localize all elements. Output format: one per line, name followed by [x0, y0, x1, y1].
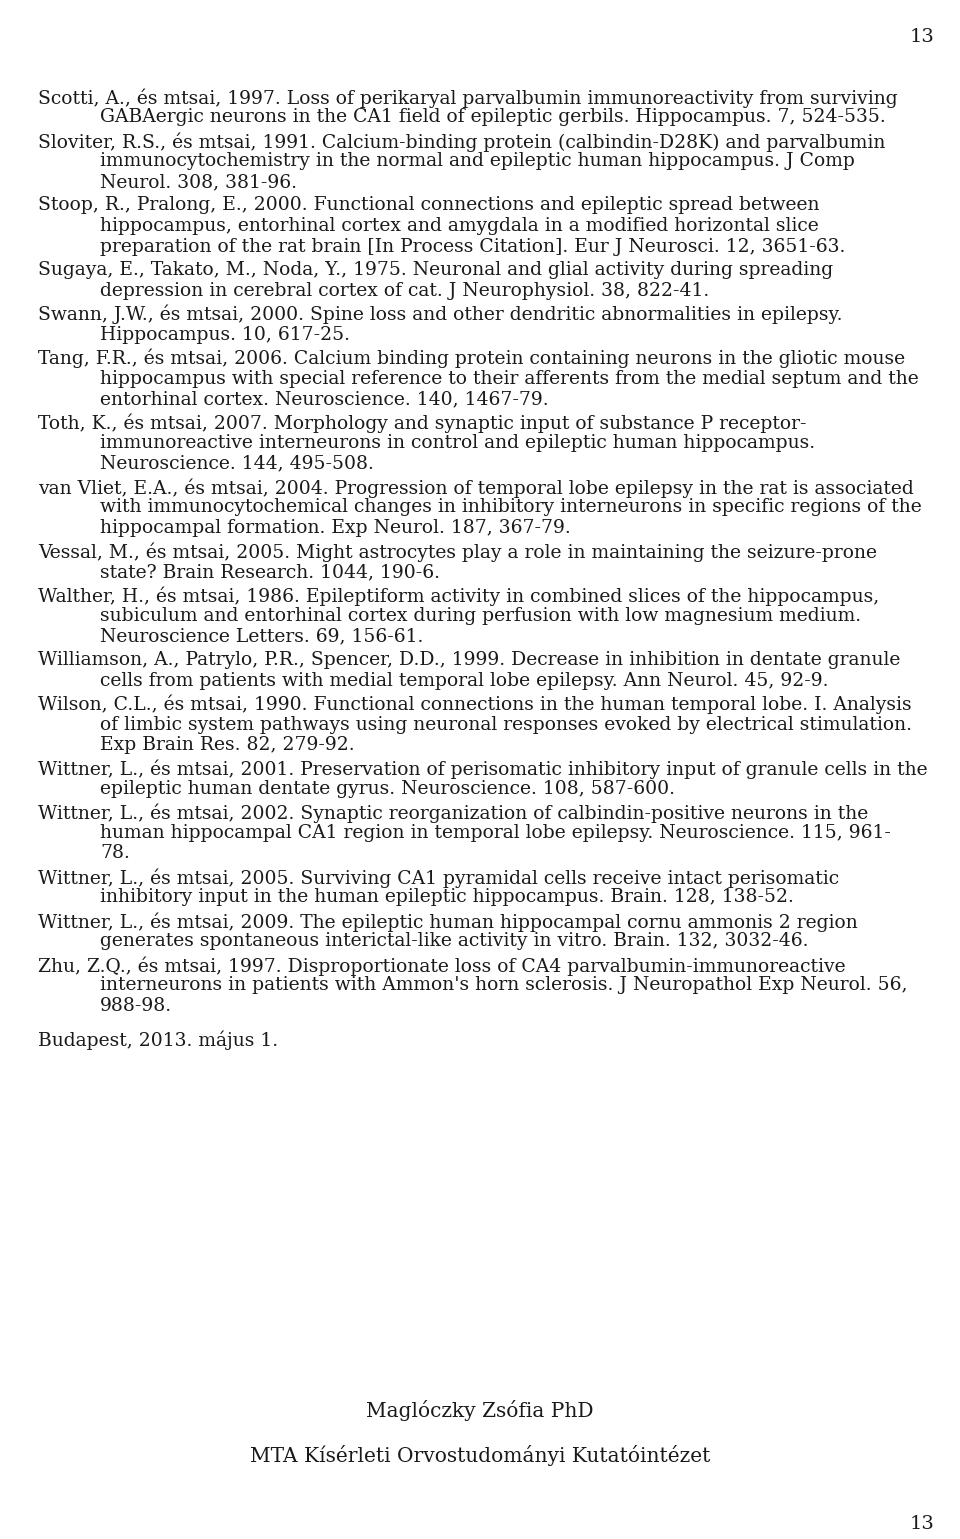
Text: of limbic system pathways using neuronal responses evoked by electrical stimulat: of limbic system pathways using neuronal…	[100, 716, 912, 734]
Text: Hippocampus. 10, 617-25.: Hippocampus. 10, 617-25.	[100, 326, 350, 343]
Text: Wittner, L., és mtsai, 2005. Surviving CA1 pyramidal cells receive intact periso: Wittner, L., és mtsai, 2005. Surviving C…	[38, 868, 839, 888]
Text: interneurons in patients with Ammon's horn sclerosis. J Neuropathol Exp Neurol. : interneurons in patients with Ammon's ho…	[100, 977, 907, 994]
Text: subiculum and entorhinal cortex during perfusion with low magnesium medium.: subiculum and entorhinal cortex during p…	[100, 606, 861, 625]
Text: hippocampus with special reference to their afferents from the medial septum and: hippocampus with special reference to th…	[100, 369, 919, 388]
Text: MTA Kísérleti Orvostudományi Kutatóintézet: MTA Kísérleti Orvostudományi Kutatóintéz…	[250, 1445, 710, 1467]
Text: Sugaya, E., Takato, M., Noda, Y., 1975. Neuronal and glial activity during sprea: Sugaya, E., Takato, M., Noda, Y., 1975. …	[38, 262, 833, 279]
Text: depression in cerebral cortex of cat. J Neurophysiol. 38, 822-41.: depression in cerebral cortex of cat. J …	[100, 282, 709, 300]
Text: preparation of the rat brain [In Process Citation]. Eur J Neurosci. 12, 3651-63.: preparation of the rat brain [In Process…	[100, 237, 846, 255]
Text: 13: 13	[910, 1514, 935, 1533]
Text: human hippocampal CA1 region in temporal lobe epilepsy. Neuroscience. 115, 961-: human hippocampal CA1 region in temporal…	[100, 823, 891, 842]
Text: GABAergic neurons in the CA1 field of epileptic gerbils. Hippocampus. 7, 524-535: GABAergic neurons in the CA1 field of ep…	[100, 109, 886, 126]
Text: Wilson, C.L., és mtsai, 1990. Functional connections in the human temporal lobe.: Wilson, C.L., és mtsai, 1990. Functional…	[38, 696, 912, 714]
Text: van Vliet, E.A., és mtsai, 2004. Progression of temporal lobe epilepsy in the ra: van Vliet, E.A., és mtsai, 2004. Progres…	[38, 479, 914, 497]
Text: hippocampal formation. Exp Neurol. 187, 367-79.: hippocampal formation. Exp Neurol. 187, …	[100, 519, 571, 537]
Text: Swann, J.W., és mtsai, 2000. Spine loss and other dendritic abnormalities in epi: Swann, J.W., és mtsai, 2000. Spine loss …	[38, 305, 843, 325]
Text: Tang, F.R., és mtsai, 2006. Calcium binding protein containing neurons in the gl: Tang, F.R., és mtsai, 2006. Calcium bind…	[38, 349, 905, 368]
Text: epileptic human dentate gyrus. Neuroscience. 108, 587-600.: epileptic human dentate gyrus. Neuroscie…	[100, 780, 675, 799]
Text: hippocampus, entorhinal cortex and amygdala in a modified horizontal slice: hippocampus, entorhinal cortex and amygd…	[100, 217, 819, 235]
Text: Sloviter, R.S., és mtsai, 1991. Calcium-binding protein (calbindin-D28K) and par: Sloviter, R.S., és mtsai, 1991. Calcium-…	[38, 132, 885, 151]
Text: Wittner, L., és mtsai, 2009. The epileptic human hippocampal cornu ammonis 2 reg: Wittner, L., és mtsai, 2009. The epilept…	[38, 913, 857, 931]
Text: Neuroscience Letters. 69, 156-61.: Neuroscience Letters. 69, 156-61.	[100, 628, 423, 645]
Text: Toth, K., és mtsai, 2007. Morphology and synaptic input of substance P receptor-: Toth, K., és mtsai, 2007. Morphology and…	[38, 414, 806, 432]
Text: immunoreactive interneurons in control and epileptic human hippocampus.: immunoreactive interneurons in control a…	[100, 434, 815, 452]
Text: Williamson, A., Patrylo, P.R., Spencer, D.D., 1999. Decrease in inhibition in de: Williamson, A., Patrylo, P.R., Spencer, …	[38, 651, 900, 669]
Text: Vessal, M., és mtsai, 2005. Might astrocytes play a role in maintaining the seiz: Vessal, M., és mtsai, 2005. Might astroc…	[38, 543, 877, 562]
Text: with immunocytochemical changes in inhibitory interneurons in specific regions o: with immunocytochemical changes in inhib…	[100, 499, 922, 517]
Text: Budapest, 2013. május 1.: Budapest, 2013. május 1.	[38, 1031, 278, 1050]
Text: Walther, H., és mtsai, 1986. Epileptiform activity in combined slices of the hip: Walther, H., és mtsai, 1986. Epileptifor…	[38, 586, 879, 606]
Text: inhibitory input in the human epileptic hippocampus. Brain. 128, 138-52.: inhibitory input in the human epileptic …	[100, 888, 794, 906]
Text: Zhu, Z.Q., és mtsai, 1997. Disproportionate loss of CA4 parvalbumin-immunoreacti: Zhu, Z.Q., és mtsai, 1997. Disproportion…	[38, 956, 846, 976]
Text: state? Brain Research. 1044, 190-6.: state? Brain Research. 1044, 190-6.	[100, 563, 440, 582]
Text: entorhinal cortex. Neuroscience. 140, 1467-79.: entorhinal cortex. Neuroscience. 140, 14…	[100, 389, 548, 408]
Text: Neurol. 308, 381-96.: Neurol. 308, 381-96.	[100, 172, 297, 191]
Text: Neuroscience. 144, 495-508.: Neuroscience. 144, 495-508.	[100, 454, 373, 472]
Text: Scotti, A., és mtsai, 1997. Loss of perikaryal parvalbumin immunoreactivity from: Scotti, A., és mtsai, 1997. Loss of peri…	[38, 88, 898, 108]
Text: Wittner, L., és mtsai, 2001. Preservation of perisomatic inhibitory input of gra: Wittner, L., és mtsai, 2001. Preservatio…	[38, 760, 927, 779]
Text: cells from patients with medial temporal lobe epilepsy. Ann Neurol. 45, 92-9.: cells from patients with medial temporal…	[100, 671, 828, 689]
Text: Maglóczky Zsófia PhD: Maglóczky Zsófia PhD	[367, 1400, 593, 1420]
Text: Wittner, L., és mtsai, 2002. Synaptic reorganization of calbindin-positive neuro: Wittner, L., és mtsai, 2002. Synaptic re…	[38, 803, 868, 823]
Text: 78.: 78.	[100, 845, 130, 862]
Text: generates spontaneous interictal-like activity in vitro. Brain. 132, 3032-46.: generates spontaneous interictal-like ac…	[100, 933, 808, 951]
Text: 13: 13	[910, 28, 935, 46]
Text: Stoop, R., Pralong, E., 2000. Functional connections and epileptic spread betwee: Stoop, R., Pralong, E., 2000. Functional…	[38, 197, 820, 214]
Text: Exp Brain Res. 82, 279-92.: Exp Brain Res. 82, 279-92.	[100, 736, 354, 754]
Text: immunocytochemistry in the normal and epileptic human hippocampus. J Comp: immunocytochemistry in the normal and ep…	[100, 152, 854, 171]
Text: 988-98.: 988-98.	[100, 997, 172, 1016]
